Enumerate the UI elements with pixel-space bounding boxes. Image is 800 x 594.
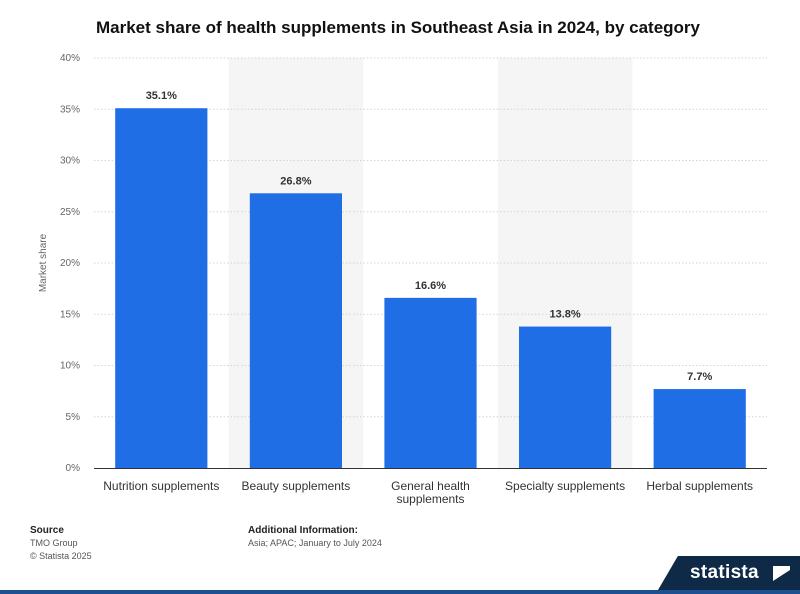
bar xyxy=(115,108,208,468)
y-tick-label: 40% xyxy=(60,53,80,64)
chart-title: Market share of health supplements in So… xyxy=(96,18,700,37)
additional-info-heading: Additional Information: xyxy=(248,525,358,536)
source-block: Source TMO Group © Statista 2025 xyxy=(30,524,92,563)
x-tick-label: Beauty supplements xyxy=(242,479,351,493)
bar xyxy=(249,193,343,469)
data-label: 26.8% xyxy=(280,175,311,187)
y-tick-label: 0% xyxy=(66,463,81,474)
y-tick-label: 25% xyxy=(60,207,80,218)
bar xyxy=(518,326,612,468)
bar xyxy=(653,389,746,468)
statista-logo-icon xyxy=(773,566,790,581)
y-tick-label: 20% xyxy=(60,258,80,269)
x-tick-label: Herbal supplements xyxy=(646,479,753,493)
data-label: 7.7% xyxy=(687,371,712,383)
statista-logo-text: statista xyxy=(690,562,759,583)
bar xyxy=(384,297,477,468)
bar-chart: 0% 5% 10% 15% 20% 25% 30% 35% 40% Market share 35.… xyxy=(38,53,767,506)
x-tick-label: Specialty supplements xyxy=(505,479,625,493)
x-tick-label: Nutrition supplements xyxy=(103,479,219,493)
brand-bar xyxy=(0,590,800,594)
x-tick-label: supplements xyxy=(396,492,464,506)
data-label: 35.1% xyxy=(146,90,177,102)
data-label: 16.6% xyxy=(415,280,446,292)
additional-info-text: Asia; APAC; January to July 2024 xyxy=(248,538,382,548)
y-tick-label: 10% xyxy=(60,361,80,372)
y-axis-label: Market share xyxy=(38,233,49,292)
source-name[interactable]: TMO Group xyxy=(30,538,78,548)
data-label: 13.8% xyxy=(549,309,580,321)
x-tick-label: General health xyxy=(391,479,470,493)
source-heading: Source xyxy=(30,525,64,536)
y-tick-label: 15% xyxy=(60,309,80,320)
statista-logo[interactable]: statista xyxy=(658,556,800,590)
y-tick-label: 30% xyxy=(60,156,80,167)
additional-info-block: Additional Information: Asia; APAC; Janu… xyxy=(248,524,382,550)
copyright: © Statista 2025 xyxy=(30,551,92,561)
y-tick-label: 5% xyxy=(66,412,81,423)
y-tick-label: 35% xyxy=(60,104,80,115)
